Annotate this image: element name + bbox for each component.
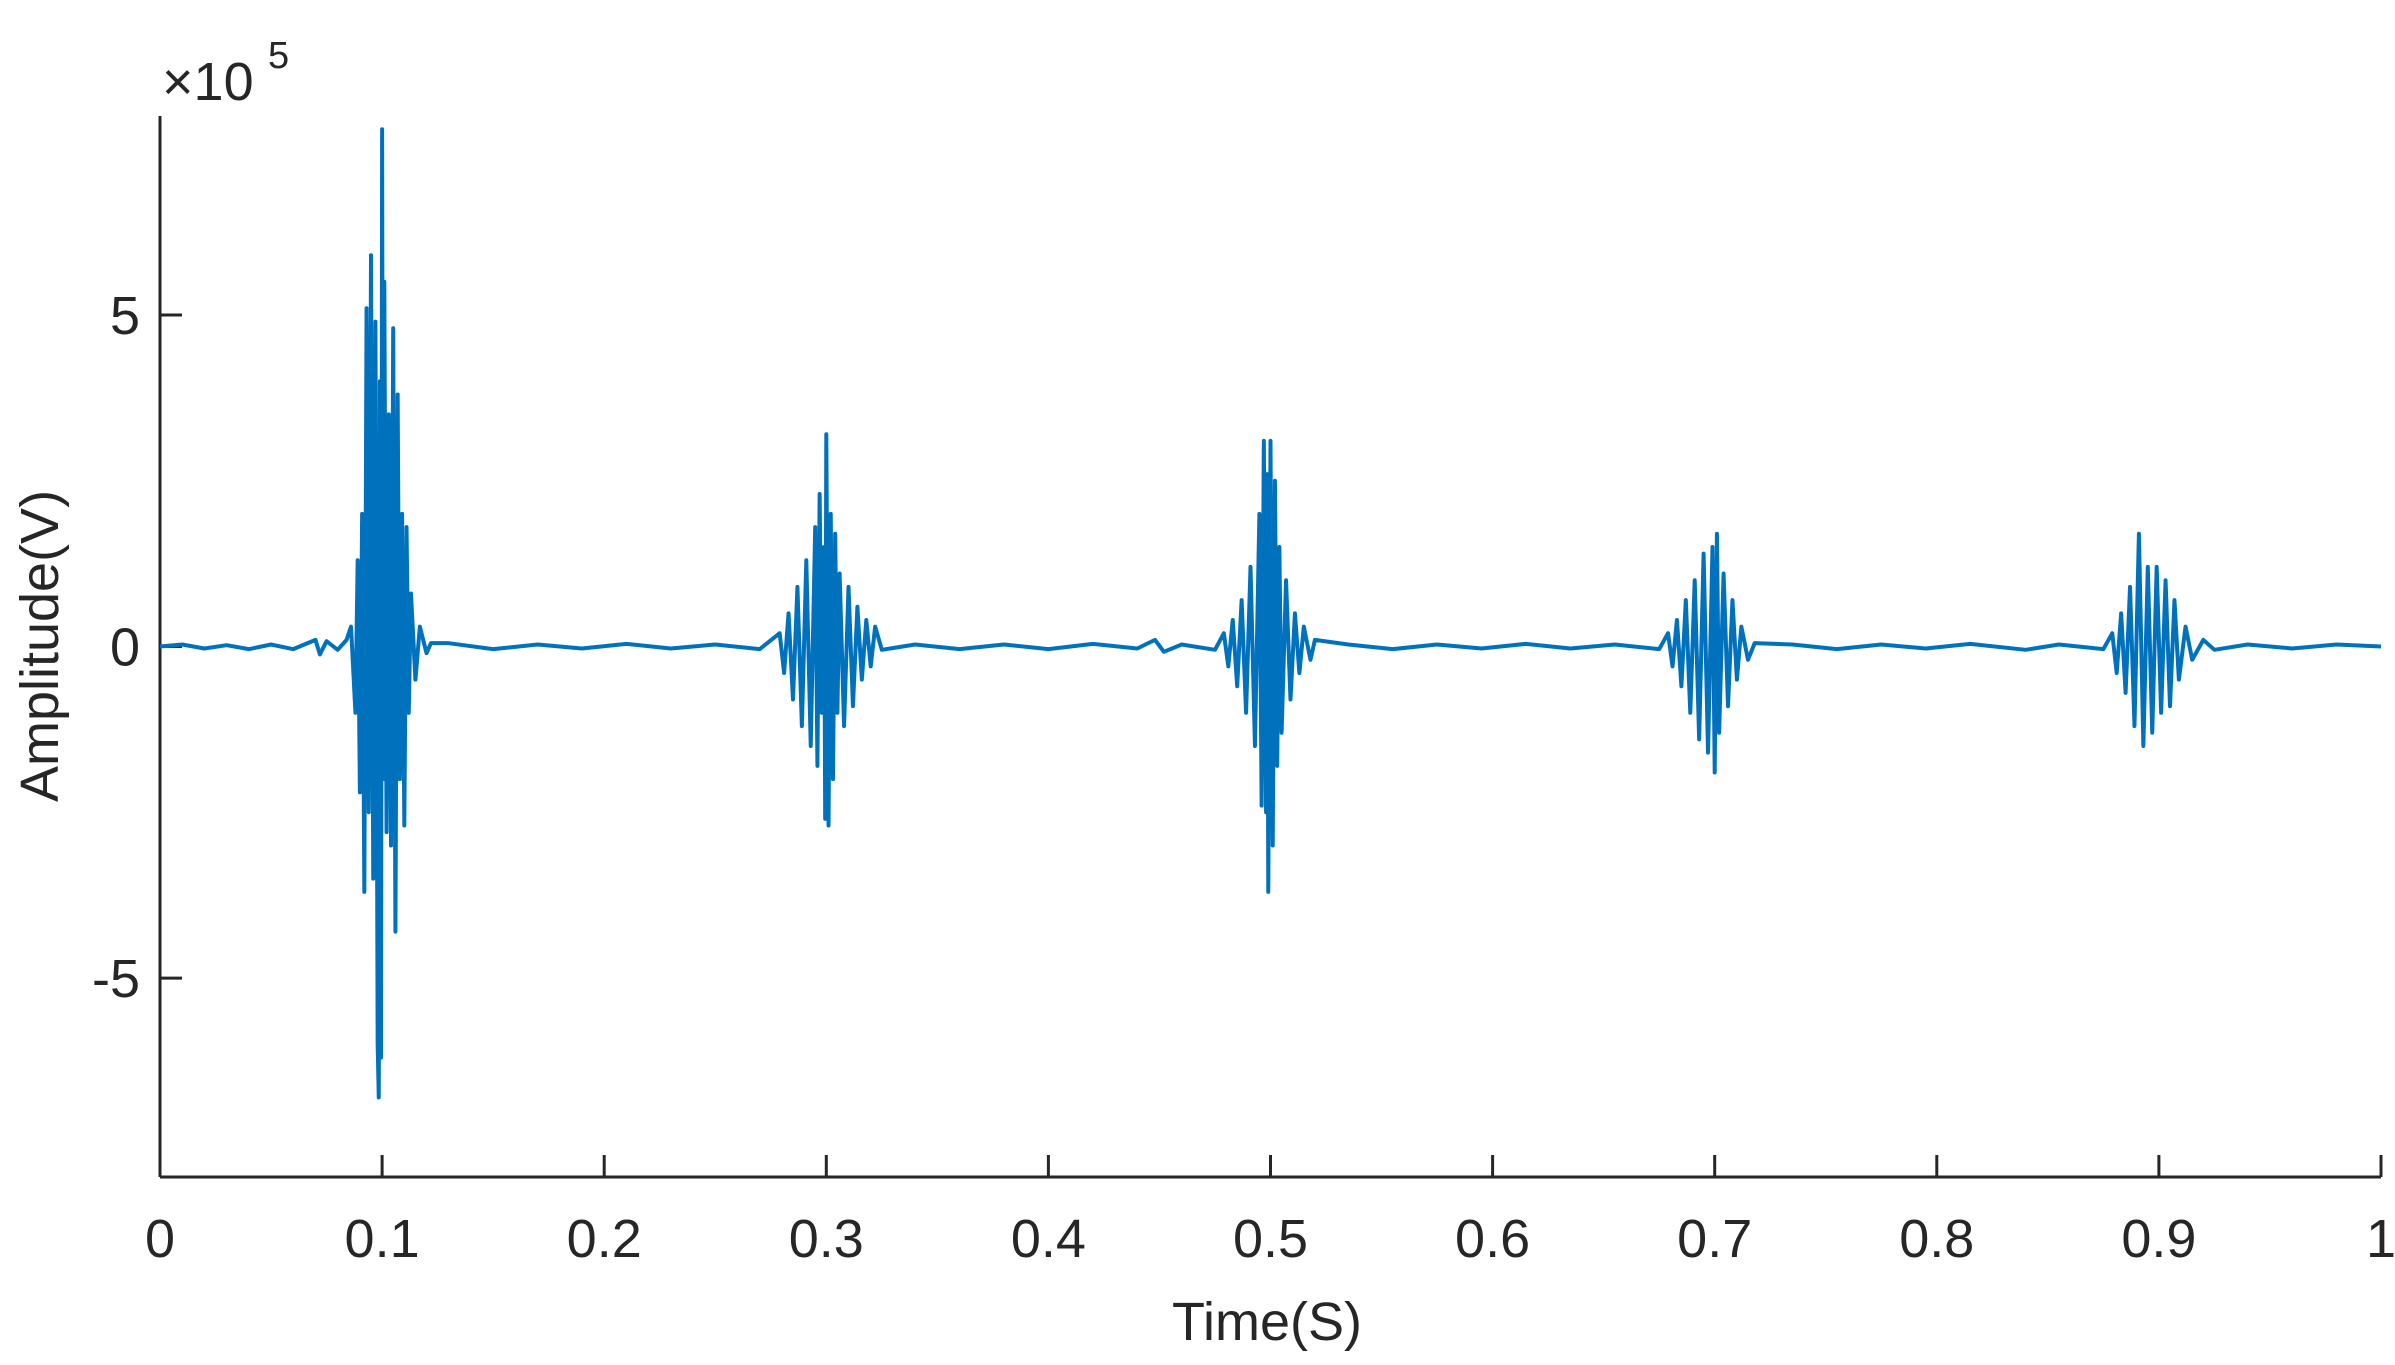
y-tick-label: 0 [110, 618, 140, 678]
x-tick-label: 0.3 [789, 1209, 864, 1269]
signal-line [159, 127, 2382, 1100]
x-tick-label: 0.6 [1455, 1209, 1530, 1269]
x-tick-label: 0.8 [1899, 1209, 1974, 1269]
x-tick-label: 1 [2366, 1209, 2395, 1269]
x-tick-label: 0.4 [1011, 1209, 1086, 1269]
x-tick-label: 0.2 [567, 1209, 642, 1269]
x-tick-label: 0.7 [1677, 1209, 1752, 1269]
y-multiplier: ×10 [162, 52, 254, 112]
x-tick-label: 0.5 [1233, 1209, 1308, 1269]
y-exponent: 5 [268, 35, 289, 77]
y-axis-label: Amplitude(V) [10, 490, 70, 802]
x-tick-label: 0.9 [2121, 1209, 2196, 1269]
x-tick-label: 0 [145, 1209, 175, 1269]
y-tick-label: 5 [110, 286, 140, 346]
x-tick-label: 0.1 [345, 1209, 420, 1269]
y-tick-label: -5 [92, 949, 140, 1009]
x-axis-label: Time(S) [1172, 1292, 1362, 1352]
